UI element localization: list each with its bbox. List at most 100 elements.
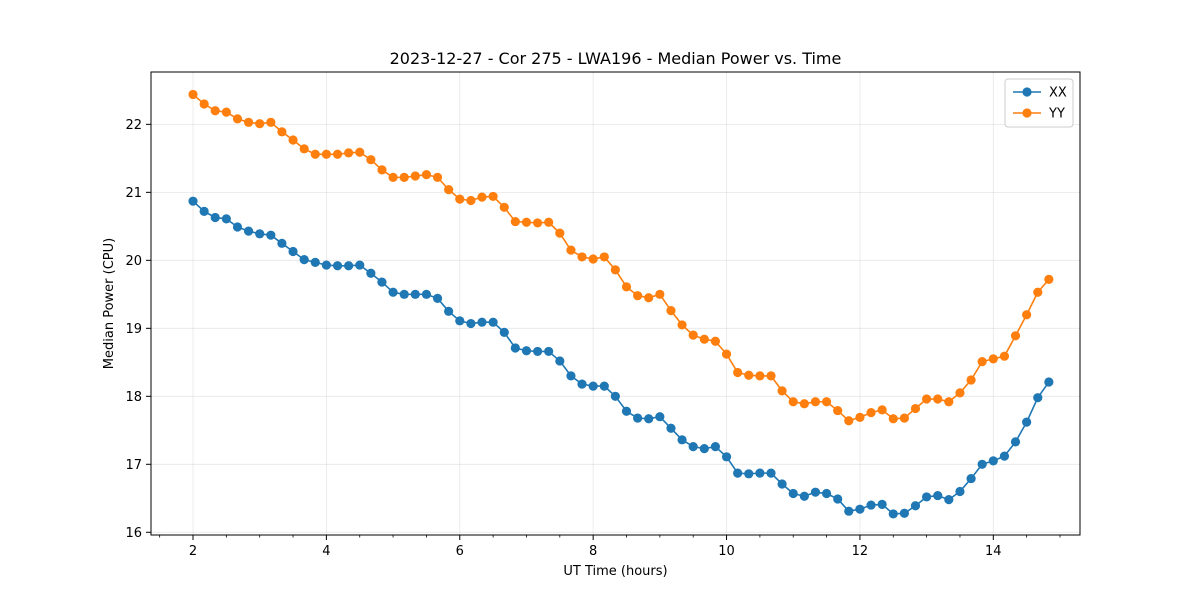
data-point-yy xyxy=(955,388,965,398)
data-point-yy xyxy=(922,394,932,404)
data-point-xx xyxy=(243,226,254,236)
data-point-yy xyxy=(688,330,698,340)
data-point-xx xyxy=(355,260,365,270)
x-axis-title: UT Time (hours) xyxy=(563,564,667,579)
data-point-xx xyxy=(388,287,398,297)
data-point-yy xyxy=(377,165,387,175)
data-point-xx xyxy=(588,381,598,391)
data-point-xx xyxy=(744,469,754,479)
chart-title: 2023-12-27 - Cor 275 - LWA196 - Median P… xyxy=(390,49,842,68)
data-point-xx xyxy=(855,504,865,514)
legend-item-yy: YY xyxy=(1013,107,1065,122)
data-point-xx xyxy=(766,468,776,478)
data-point-xx xyxy=(877,499,887,510)
data-point-yy xyxy=(788,397,798,407)
data-point-xx xyxy=(755,468,765,478)
data-point-yy xyxy=(499,202,509,212)
data-point-xx xyxy=(1022,417,1032,427)
data-point-xx xyxy=(533,346,543,357)
x-tick-label: 12 xyxy=(852,544,869,559)
data-point-yy xyxy=(255,119,265,129)
data-point-yy xyxy=(210,106,220,116)
data-point-xx xyxy=(221,214,231,224)
data-point-xx xyxy=(733,468,743,478)
data-point-yy xyxy=(721,349,732,359)
series-yy xyxy=(188,89,1054,426)
data-point-yy xyxy=(799,399,809,409)
data-point-xx xyxy=(299,255,309,265)
data-point-xx xyxy=(566,371,576,381)
data-point-xx xyxy=(988,456,998,466)
data-point-yy xyxy=(766,371,776,381)
data-point-xx xyxy=(310,257,320,267)
data-point-xx xyxy=(621,406,632,416)
data-point-xx xyxy=(255,229,265,239)
data-point-xx xyxy=(277,238,287,248)
data-point-xx xyxy=(977,459,987,469)
data-point-xx xyxy=(899,508,910,518)
data-point-yy xyxy=(1033,287,1043,297)
data-point-xx xyxy=(199,206,209,216)
data-point-yy xyxy=(733,367,743,378)
y-axis-title: Median Power (CPU) xyxy=(102,238,117,369)
data-point-yy xyxy=(466,195,476,206)
data-point-yy xyxy=(321,149,331,159)
data-point-yy xyxy=(644,293,654,303)
legend-label-xx: XX xyxy=(1049,86,1067,101)
data-point-yy xyxy=(699,334,709,344)
data-point-yy xyxy=(821,397,832,407)
data-point-yy xyxy=(399,172,409,182)
data-point-xx xyxy=(610,391,620,401)
y-tick-label: 22 xyxy=(125,118,142,133)
data-point-xx xyxy=(1044,377,1054,387)
data-point-yy xyxy=(533,218,543,228)
x-tick-label: 2 xyxy=(189,544,197,559)
data-point-xx xyxy=(633,413,643,423)
y-tick-label: 17 xyxy=(125,458,142,473)
data-point-yy xyxy=(266,117,276,127)
data-point-yy xyxy=(299,144,309,154)
y-tick-label: 16 xyxy=(125,526,142,541)
data-point-yy xyxy=(744,370,754,380)
data-point-yy xyxy=(344,148,354,158)
data-point-xx xyxy=(933,490,943,501)
data-point-xx xyxy=(210,212,220,223)
data-point-yy xyxy=(388,172,398,182)
data-point-yy xyxy=(366,155,376,165)
data-point-xx xyxy=(644,414,654,424)
data-point-yy xyxy=(966,375,976,385)
data-point-xx xyxy=(488,317,498,327)
data-point-yy xyxy=(577,252,587,262)
x-tick-label: 8 xyxy=(589,544,597,559)
data-point-yy xyxy=(855,412,865,422)
data-point-yy xyxy=(710,336,721,346)
data-point-xx xyxy=(710,442,721,452)
data-point-xx xyxy=(421,289,432,299)
data-point-yy xyxy=(288,135,298,145)
data-point-yy xyxy=(243,117,254,127)
data-point-xx xyxy=(577,379,587,389)
data-point-xx xyxy=(599,381,609,391)
data-point-xx xyxy=(966,473,976,484)
data-point-xx xyxy=(499,327,509,337)
data-point-xx xyxy=(788,488,798,499)
data-point-xx xyxy=(455,316,465,326)
y-tick-label: 19 xyxy=(125,322,142,337)
data-point-yy xyxy=(332,149,343,159)
data-point-xx xyxy=(444,306,454,316)
data-point-yy xyxy=(188,89,198,100)
data-point-xx xyxy=(844,506,854,516)
data-point-yy xyxy=(1044,274,1054,284)
data-point-yy xyxy=(866,408,876,418)
data-point-yy xyxy=(555,228,565,238)
data-point-xx xyxy=(833,494,843,504)
data-point-yy xyxy=(510,216,520,227)
data-point-xx xyxy=(188,196,198,206)
data-point-yy xyxy=(810,397,821,407)
data-point-xx xyxy=(777,479,787,489)
data-point-yy xyxy=(1022,310,1032,320)
series-xx xyxy=(188,196,1054,519)
data-point-xx xyxy=(366,268,376,278)
data-point-yy xyxy=(844,416,854,426)
data-point-yy xyxy=(599,252,609,262)
